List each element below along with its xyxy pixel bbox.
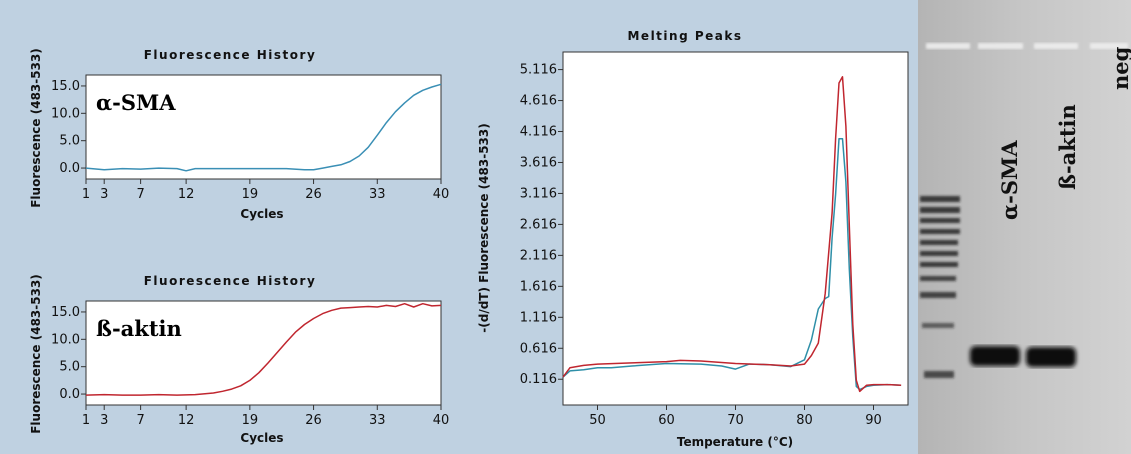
chart-title: Fluorescence History [144, 274, 317, 288]
plot-area [562, 51, 909, 406]
chart-title: Fluorescence History [144, 48, 317, 62]
x-axis-label: Temperature (°C) [677, 435, 793, 449]
x-tick-label: 3 [100, 413, 108, 428]
x-tick-label: 12 [178, 413, 195, 428]
x-tick-label: 26 [305, 187, 322, 202]
x-tick-label: 70 [727, 413, 744, 428]
band-alpha-sma [970, 346, 1020, 366]
y-tick-label: 0.616 [520, 341, 557, 356]
y-tick-label: 15.0 [51, 79, 80, 94]
y-tick-label: 0.116 [520, 372, 557, 387]
chart-title: Melting Peaks [627, 29, 742, 43]
y-tick-label: 4.116 [520, 125, 557, 140]
y-tick-label: 15.0 [51, 305, 80, 320]
plot-area [85, 74, 442, 180]
y-tick-label: 5.0 [59, 360, 80, 375]
x-tick-label: 1 [82, 187, 90, 202]
series-line-0 [85, 302, 442, 396]
plot-area [85, 300, 442, 406]
gel-lane-label-alpha-sma: α-SMA [997, 140, 1022, 220]
x-tick-label: 26 [305, 413, 322, 428]
y-tick-label: 10.0 [51, 106, 80, 121]
y-axis-label: -(d/dT) Fluorescence (483-533) [477, 123, 491, 332]
y-tick-label: 1.116 [520, 310, 557, 325]
dna-ladder [920, 196, 960, 378]
x-tick-label: 19 [242, 187, 259, 202]
y-tick-label: 1.616 [520, 279, 557, 294]
y-axis-label: Fluorescence (483-533) [29, 274, 43, 434]
gel-background [918, 0, 1131, 454]
melting-peaks-chart: Melting Peaks 0.116 0.616 1.116 1.616 2.116 2… [477, 29, 909, 449]
x-tick-label: 19 [242, 413, 259, 428]
y-tick-label: 5.116 [520, 63, 557, 78]
y-tick-label: 3.616 [520, 155, 557, 170]
gel-lane-label-beta-aktin: ß-aktin [1055, 104, 1080, 190]
series-line-1 [562, 76, 902, 393]
x-tick-label: 12 [178, 187, 195, 202]
y-tick-label: 0.0 [59, 161, 80, 176]
x-tick-label: 7 [136, 413, 144, 428]
gel-wells [926, 43, 1128, 49]
beta-aktin-label: ß-aktin [96, 316, 182, 341]
x-tick-label: 90 [865, 413, 882, 428]
series-line-0 [85, 83, 442, 172]
y-tick-label: 2.116 [520, 248, 557, 263]
y-tick-label: 2.616 [520, 217, 557, 232]
gel-electrophoresis-image: α-SMA ß-aktin neg [918, 0, 1131, 454]
x-tick-label: 80 [796, 413, 813, 428]
x-axis-label: Cycles [240, 207, 283, 221]
alpha-sma-label: α-SMA [96, 90, 176, 115]
band-beta-aktin [1026, 347, 1076, 367]
y-axis-label: Fluorescence (483-533) [29, 48, 43, 208]
x-tick-label: 33 [369, 187, 386, 202]
y-tick-label: 0.0 [59, 387, 80, 402]
x-tick-label: 33 [369, 413, 386, 428]
gel-lane-label-neg: neg [1108, 46, 1131, 90]
x-tick-label: 40 [433, 187, 450, 202]
x-tick-label: 7 [136, 187, 144, 202]
x-axis-label: Cycles [240, 431, 283, 445]
x-tick-label: 1 [82, 413, 90, 428]
y-tick-label: 10.0 [51, 332, 80, 347]
x-tick-label: 60 [658, 413, 675, 428]
y-tick-label: 4.616 [520, 94, 557, 109]
x-tick-label: 40 [433, 413, 450, 428]
y-tick-label: 3.116 [520, 186, 557, 201]
y-tick-label: 5.0 [59, 134, 80, 149]
x-tick-label: 50 [589, 413, 606, 428]
x-tick-label: 3 [100, 187, 108, 202]
series-line-0 [562, 137, 902, 391]
